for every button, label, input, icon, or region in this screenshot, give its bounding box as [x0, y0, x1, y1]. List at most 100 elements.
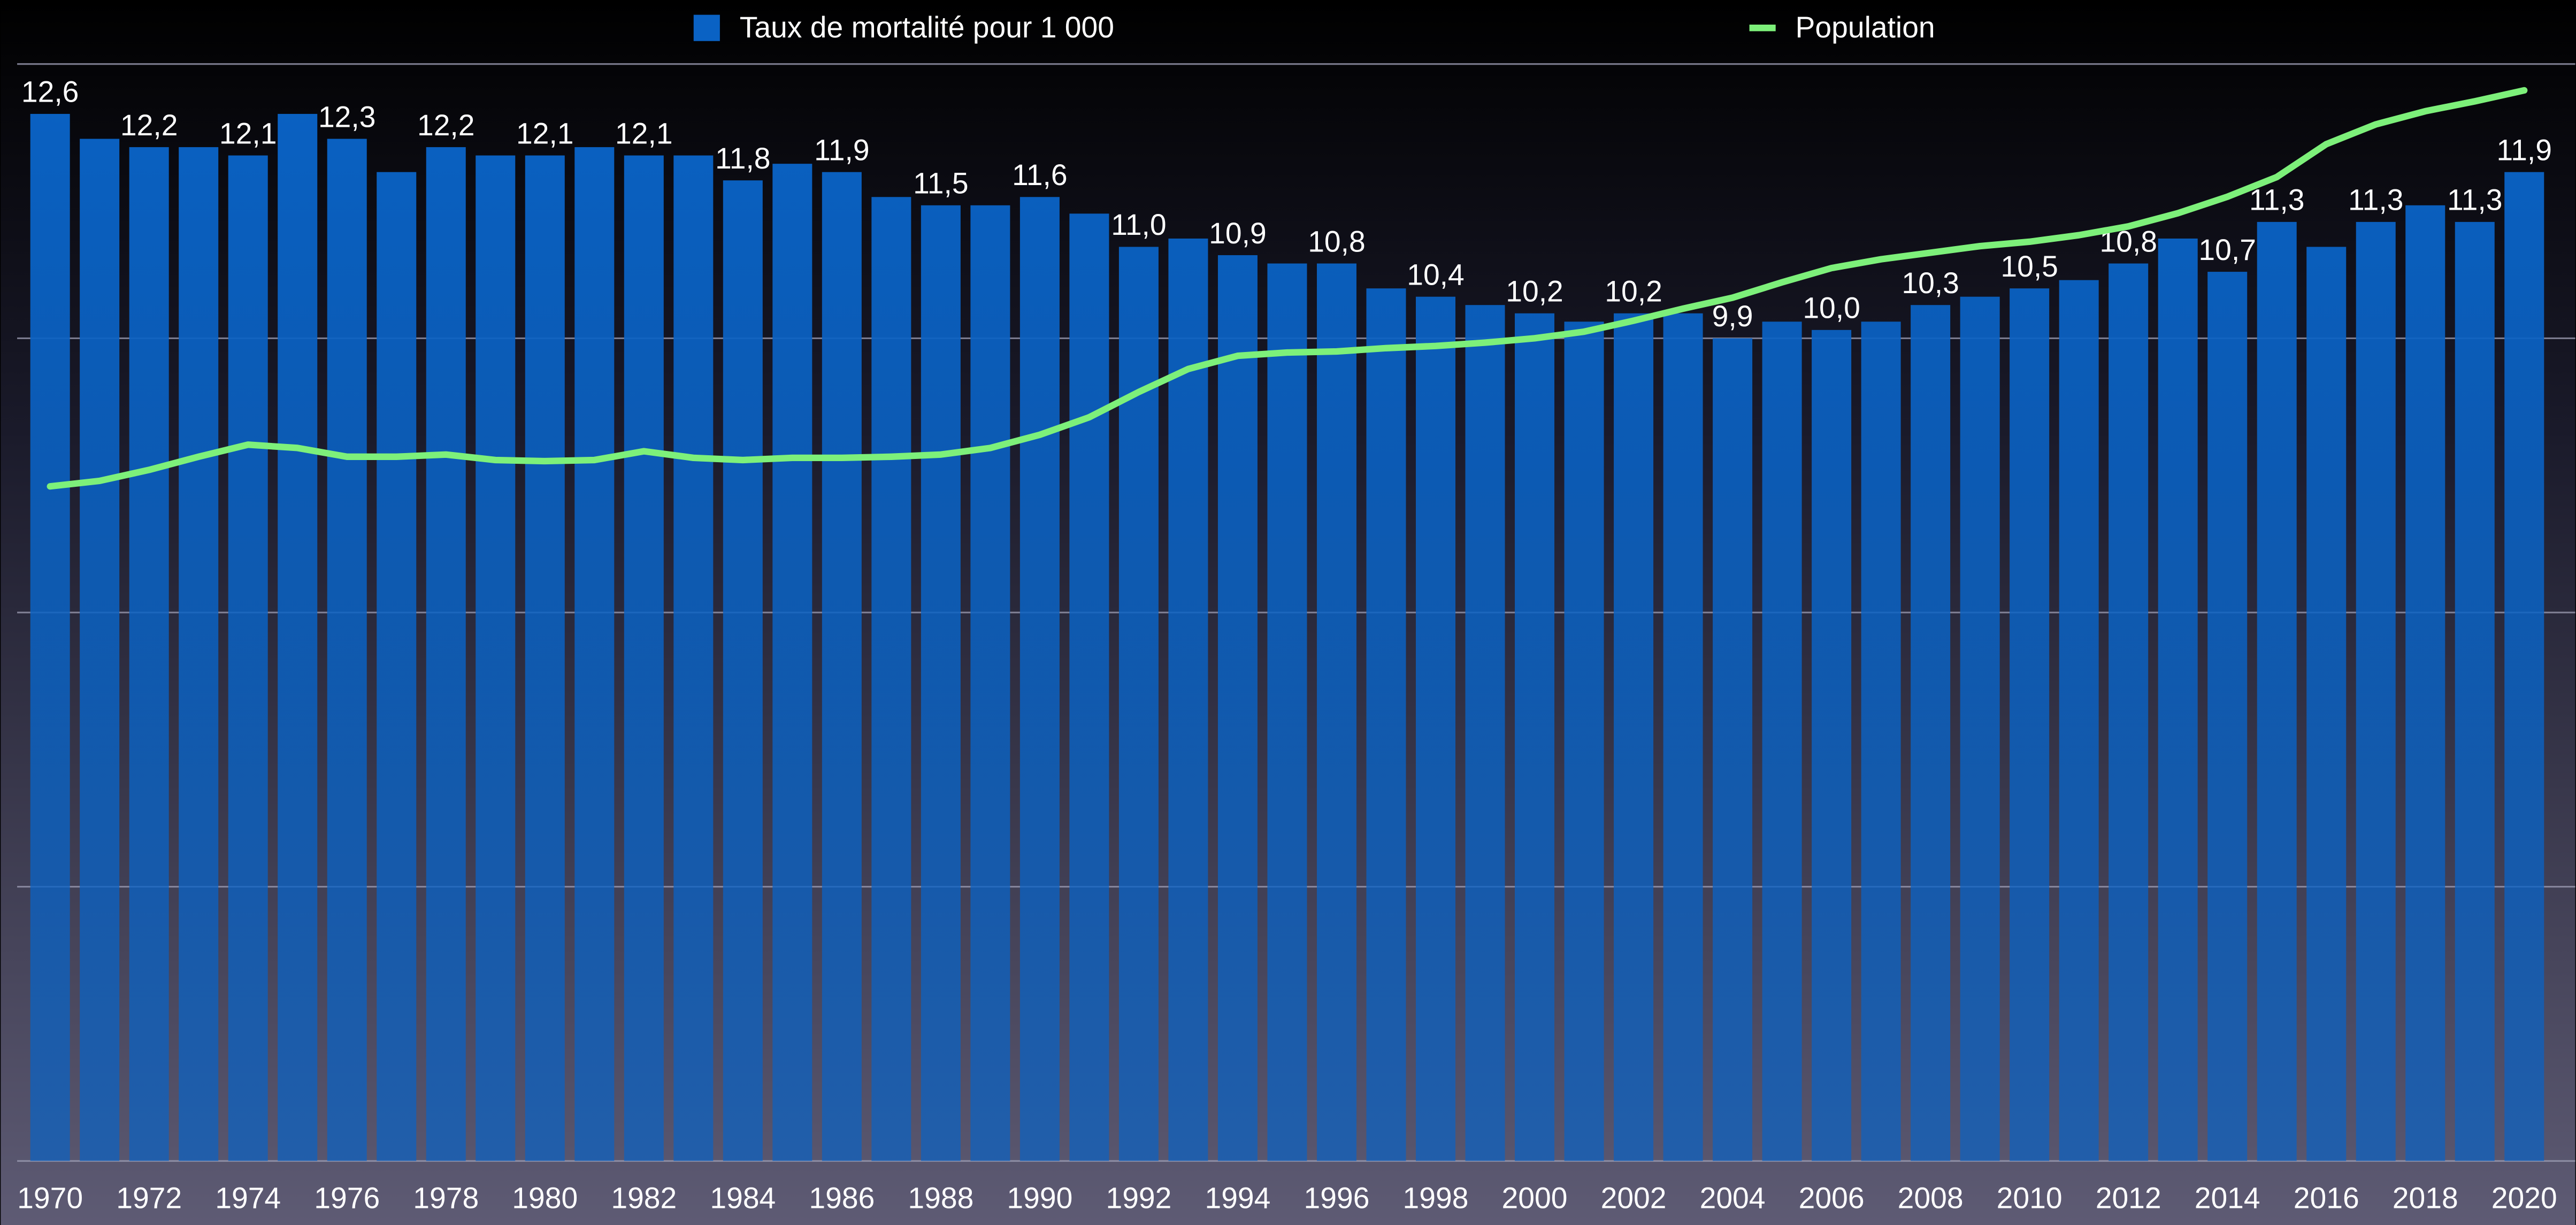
bar: [2207, 272, 2248, 1161]
data-label: 12,1: [615, 117, 673, 150]
data-label: 12,1: [516, 117, 574, 150]
data-label: 11,6: [1012, 158, 1067, 192]
data-label: 10,3: [1902, 266, 1959, 300]
data-label: 10,5: [2000, 250, 2058, 283]
bar: [1564, 321, 1604, 1161]
data-label: 11,3: [2447, 183, 2502, 217]
bar: [772, 164, 812, 1161]
bar: [921, 205, 961, 1161]
x-tick-label: 1976: [314, 1182, 380, 1215]
bar: [2306, 247, 2347, 1161]
x-tick-label: 1978: [413, 1182, 479, 1215]
bar: [30, 113, 70, 1161]
data-label: 10,4: [1407, 258, 1465, 291]
x-tick-label: 1990: [1007, 1182, 1072, 1215]
data-label: 10,2: [1506, 275, 1563, 308]
bar: [1911, 305, 1951, 1161]
bar: [2455, 221, 2495, 1161]
data-label: 10,2: [1605, 275, 1662, 308]
data-label: 11,5: [913, 167, 968, 200]
bar: [80, 139, 120, 1161]
x-tick-label: 1986: [809, 1182, 875, 1215]
bar: [2257, 221, 2297, 1161]
bar: [2059, 280, 2099, 1161]
x-tick-label: 1992: [1106, 1182, 1171, 1215]
data-label: 11,8: [715, 142, 770, 175]
bar: [1168, 238, 1208, 1161]
x-tick-label: 2004: [1700, 1182, 1766, 1215]
x-tick-label: 2010: [1997, 1182, 2063, 1215]
bar: [1316, 263, 1356, 1161]
bar: [2405, 205, 2445, 1161]
x-tick-label: 1972: [116, 1182, 182, 1215]
x-tick-label: 2008: [1898, 1182, 1964, 1215]
legend: Taux de mortalité pour 1 000 Population: [693, 11, 1935, 44]
bar: [1614, 313, 1654, 1161]
bar: [1217, 255, 1258, 1161]
legend-label: Taux de mortalité pour 1 000: [740, 11, 1114, 44]
legend-swatch: [693, 14, 720, 41]
x-tick-label: 1970: [17, 1182, 83, 1215]
population-line: [47, 87, 2528, 490]
x-tick-label: 2012: [2096, 1182, 2161, 1215]
x-tick-label: 2000: [1502, 1182, 1568, 1215]
data-label: 12,2: [417, 109, 475, 142]
bar: [624, 155, 664, 1161]
data-label: 10,8: [1308, 225, 1366, 258]
data-label: 10,7: [2198, 233, 2256, 266]
data-label: 12,1: [219, 117, 277, 150]
data-label: 11,3: [2249, 183, 2304, 217]
x-tick-label: 1980: [512, 1182, 578, 1215]
legend-label: Population: [1796, 11, 1935, 44]
bar: [1861, 321, 1901, 1161]
bar: [2010, 288, 2050, 1161]
bar: [1415, 296, 1456, 1161]
bar: [377, 172, 417, 1161]
bar: [179, 147, 219, 1161]
data-label: 11,0: [1111, 208, 1166, 241]
data-label: 9,9: [1712, 300, 1753, 333]
data-label: 10,0: [1803, 292, 1860, 325]
bar: [2356, 221, 2396, 1161]
data-label: 12,3: [318, 100, 376, 133]
x-tick-label: 2016: [2294, 1182, 2359, 1215]
bar: [228, 155, 268, 1161]
data-label: 11,3: [2348, 183, 2403, 217]
data-label: 12,2: [120, 109, 178, 142]
data-label: 11,9: [2497, 133, 2552, 166]
bar: [1069, 213, 1109, 1161]
bar: [2109, 263, 2149, 1161]
bar: [1762, 321, 1802, 1161]
x-tick-label: 1994: [1205, 1182, 1270, 1215]
x-tick-label: 2018: [2393, 1182, 2458, 1215]
x-tick-label: 2014: [2195, 1182, 2260, 1215]
bar: [327, 139, 367, 1161]
bar: [574, 147, 615, 1161]
bar: [1267, 263, 1307, 1161]
x-tick-label: 1988: [908, 1182, 973, 1215]
bar: [2504, 172, 2544, 1161]
x-tick-label: 2002: [1601, 1182, 1667, 1215]
bar: [129, 147, 169, 1161]
x-tick-label: 1974: [215, 1182, 281, 1215]
bar: [1465, 305, 1505, 1161]
bar: [1366, 288, 1406, 1161]
x-tick-label: 2020: [2491, 1182, 2557, 1215]
x-tick-label: 2006: [1799, 1182, 1865, 1215]
x-tick-label: 1982: [611, 1182, 677, 1215]
bar: [426, 147, 466, 1161]
bar: [1515, 313, 1555, 1161]
bar: [673, 155, 714, 1161]
bar: [525, 155, 565, 1161]
bar: [1713, 338, 1753, 1161]
bar: [970, 205, 1010, 1161]
bar: [1663, 313, 1703, 1161]
bar: [723, 180, 763, 1161]
bar: [1960, 296, 2000, 1161]
bar: [278, 113, 318, 1161]
bar: [871, 197, 911, 1161]
data-label: 10,9: [1209, 217, 1267, 250]
data-label: 12,6: [21, 75, 79, 109]
